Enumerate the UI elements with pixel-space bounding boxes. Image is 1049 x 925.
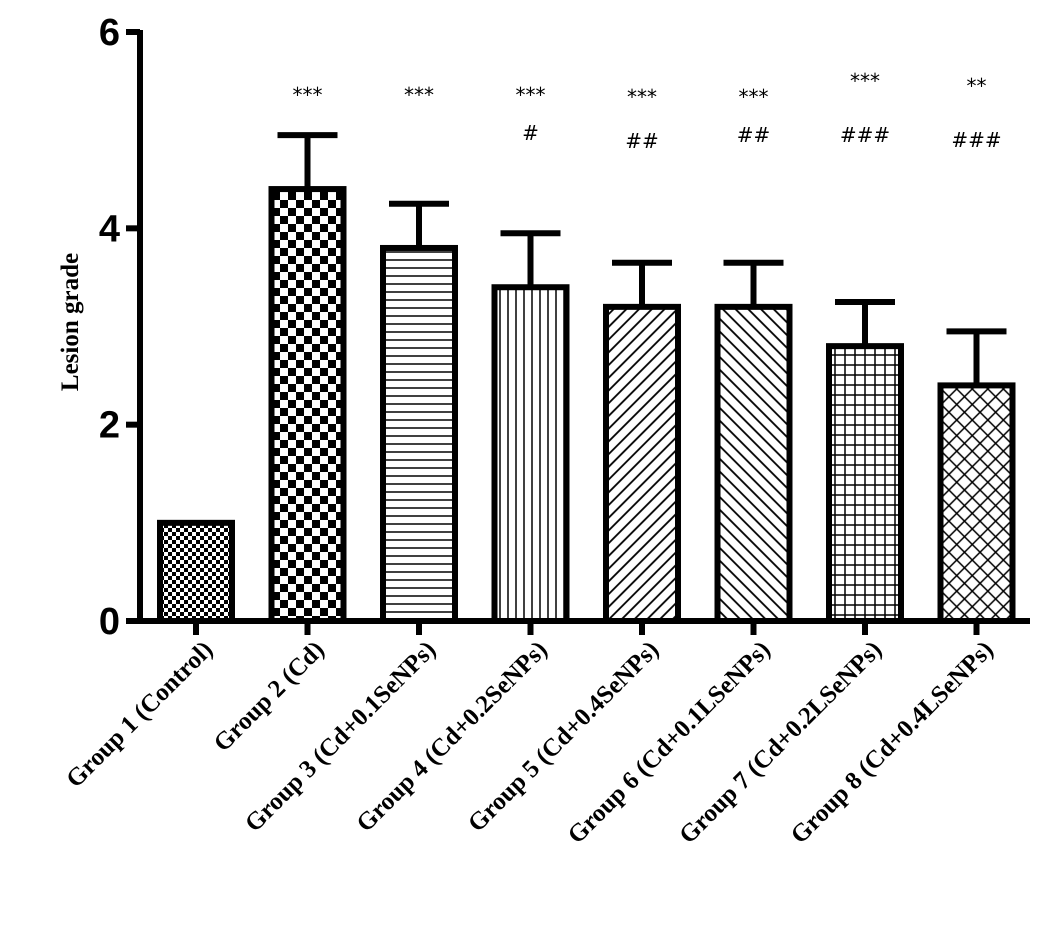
- bars-layer: [157, 186, 1016, 624]
- bar: [380, 244, 458, 624]
- hash-marks: ##: [625, 129, 659, 153]
- significance-marks: *** *** *** # *** ## *** ## *** ### ** ###: [293, 69, 1002, 153]
- category-label: Group 5 (Cd+0.4SeNPs): [463, 636, 664, 837]
- bar: [826, 343, 904, 624]
- significance-stars: ***: [516, 83, 546, 107]
- category-label: Group 7 (Cd+0.2LSeNPs): [674, 636, 887, 849]
- category-label: Group 3 (Cd+0.1SeNPs): [240, 636, 441, 837]
- y-tick-label: 2: [99, 405, 120, 447]
- bar: [603, 303, 681, 624]
- bar: [157, 519, 235, 624]
- hash-marks: ###: [951, 128, 1001, 152]
- bar: [937, 382, 1016, 624]
- y-tick-label: 6: [99, 12, 120, 54]
- y-tick-label: 0: [99, 601, 120, 643]
- category-label: Group 6 (Cd+0.1LSeNPs): [563, 636, 776, 849]
- y-ticks: 0 2 4 6: [99, 12, 140, 643]
- significance-stars: ***: [739, 85, 769, 109]
- y-axis-label: Lesion grade: [57, 253, 84, 391]
- category-label: Group 8 (Cd+0.4LSeNPs): [786, 636, 999, 849]
- y-tick-label: 4: [99, 208, 120, 250]
- significance-stars: ***: [850, 69, 880, 93]
- category-label: Group 4 (Cd+0.2SeNPs): [352, 636, 553, 837]
- significance-stars: **: [967, 74, 987, 98]
- category-labels: Group 1 (Control)Group 2 (Cd)Group 3 (Cd…: [61, 636, 998, 849]
- hash-marks: ###: [840, 123, 890, 147]
- bar: [268, 186, 347, 624]
- bar: [491, 284, 570, 624]
- significance-stars: ***: [404, 83, 434, 107]
- significance-stars: ***: [627, 85, 657, 109]
- bar: [714, 303, 793, 624]
- hash-marks: #: [522, 121, 539, 145]
- error-bars-layer: [277, 132, 1007, 386]
- category-label: Group 1 (Control): [61, 636, 218, 793]
- hash-marks: ##: [737, 123, 771, 147]
- category-label: Group 2 (Cd): [209, 636, 330, 757]
- significance-stars: ***: [293, 83, 323, 107]
- x-ticks: [193, 621, 980, 635]
